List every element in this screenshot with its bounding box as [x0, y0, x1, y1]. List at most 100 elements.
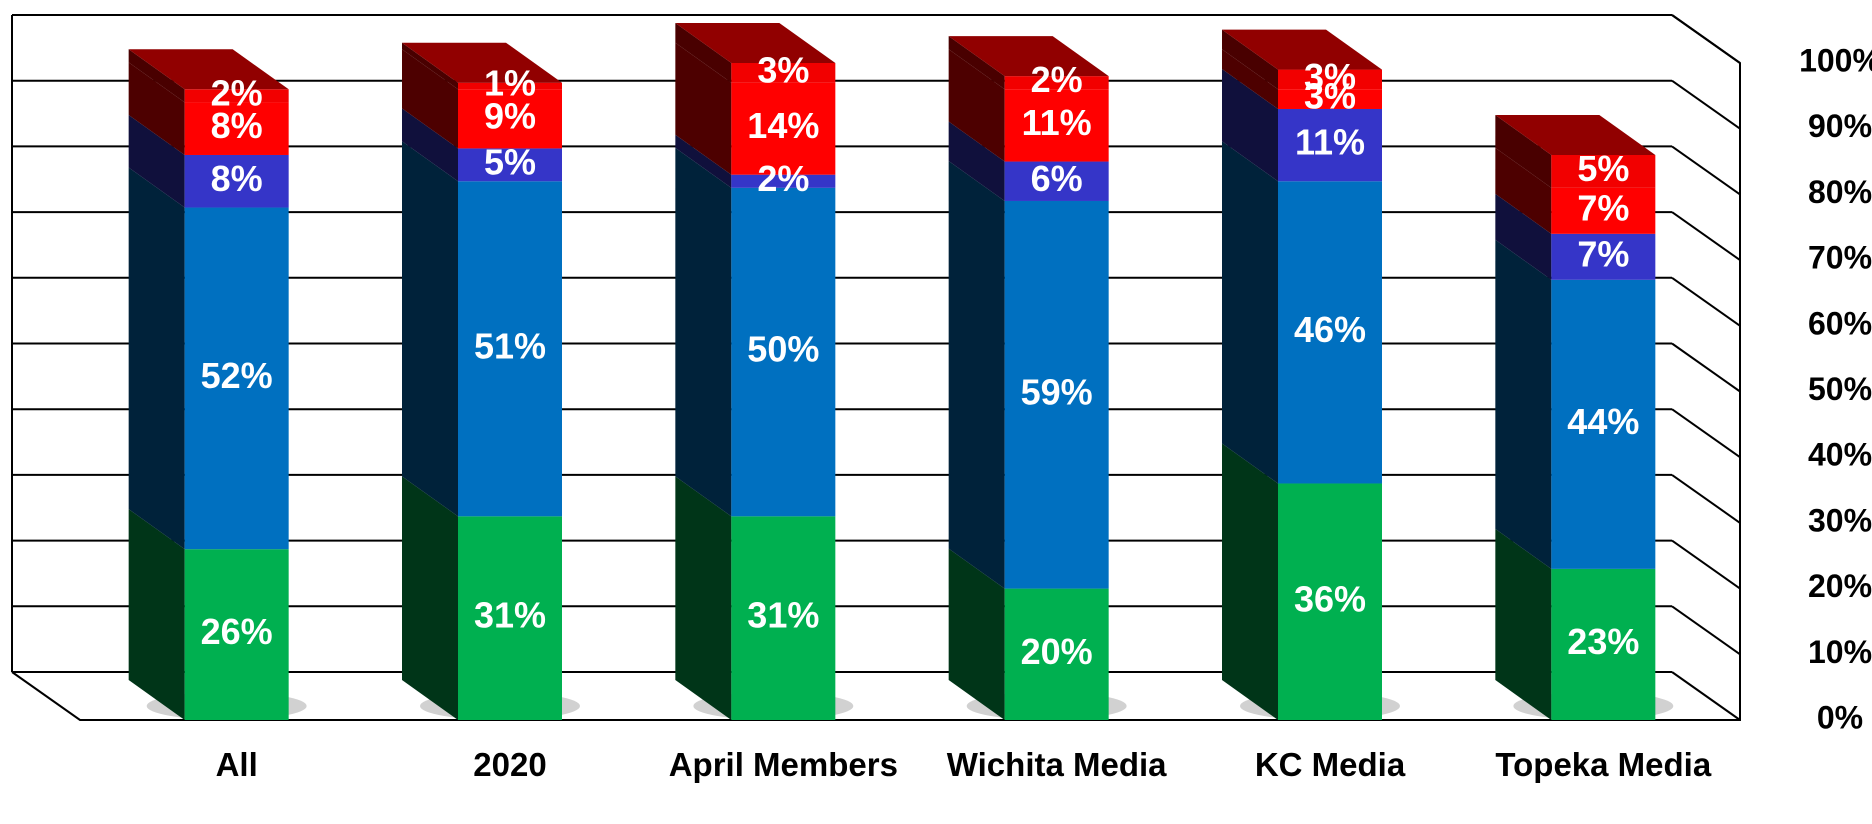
- x-label-box: April Members: [668, 746, 898, 783]
- bar-side: [675, 134, 732, 188]
- data-label: 5%: [1577, 148, 1629, 189]
- data-label: 31%: [474, 595, 546, 636]
- bar-segment: [184, 102, 289, 155]
- bar-segment: [1004, 76, 1109, 90]
- x-tick-label: Wichita Media: [946, 746, 1167, 783]
- y-tick-label: 10%: [1808, 634, 1872, 670]
- bar-side: [948, 36, 1005, 90]
- bar-side: [402, 42, 458, 90]
- data-label: 52%: [201, 355, 273, 396]
- data-label: 3%: [757, 49, 809, 90]
- bar-side: [948, 548, 1005, 720]
- data-label: 26%: [201, 611, 273, 652]
- bar-side: [128, 509, 185, 720]
- bar-side: [1222, 68, 1278, 182]
- data-label: 9%: [484, 95, 536, 136]
- bar-segment: [458, 89, 562, 149]
- bar-side: [402, 49, 458, 149]
- y-tick-label: 90%: [1808, 108, 1872, 144]
- bar-side: [1495, 193, 1552, 280]
- bar-side: [675, 23, 732, 83]
- grid-line-side: [1671, 145, 1741, 196]
- bar-side: [675, 147, 732, 517]
- bar-segment: [458, 516, 562, 720]
- bar-side: [1495, 147, 1552, 234]
- data-label: 2%: [1031, 59, 1083, 100]
- grid-line-side: [1671, 605, 1741, 656]
- bar-segment: [1551, 154, 1656, 188]
- x-label-box: Topeka Media: [1495, 746, 1712, 783]
- data-label: 20%: [1021, 631, 1093, 672]
- bar-segment: [1278, 69, 1382, 90]
- bar-segment: [1004, 89, 1109, 162]
- y-tick-label: 50%: [1808, 371, 1872, 407]
- x-tick-label: April Members: [668, 746, 898, 783]
- grid-line-side: [1671, 276, 1741, 327]
- bar-side: [948, 121, 1005, 201]
- bar-top: [1495, 114, 1656, 155]
- bar-segment: [731, 187, 836, 517]
- data-label: 11%: [1022, 102, 1092, 143]
- x-label-box: KC Media: [1254, 746, 1406, 783]
- x-tick-label: 2020: [473, 746, 547, 783]
- data-label: 23%: [1567, 621, 1639, 662]
- bar-side: [128, 49, 185, 103]
- bar-side: [128, 114, 185, 208]
- data-label: 2%: [211, 72, 263, 113]
- data-label: 7%: [1577, 233, 1629, 274]
- y-tick-label: 100%: [1799, 42, 1872, 78]
- data-label: 36%: [1294, 578, 1366, 619]
- bar-side: [402, 108, 458, 182]
- bar-segment: [458, 148, 562, 182]
- y-tick-label: 70%: [1808, 240, 1872, 276]
- x-tick-label: KC Media: [1254, 746, 1406, 783]
- grid-line-side: [1671, 14, 1741, 64]
- bar-side: [1495, 528, 1552, 720]
- data-label: 46%: [1294, 309, 1366, 350]
- data-label: 59%: [1021, 371, 1093, 412]
- bar-segment: [1278, 108, 1382, 182]
- bar-segment: [1551, 233, 1656, 280]
- data-label: 8%: [211, 158, 263, 199]
- y-tick-label: 40%: [1808, 437, 1872, 473]
- bar-top: [675, 23, 836, 63]
- y-tick-label: 30%: [1808, 502, 1872, 538]
- bar-side: [128, 62, 185, 155]
- bar-side: [1495, 114, 1552, 188]
- grid-line-side: [1671, 408, 1741, 459]
- bar-segment: [458, 181, 562, 517]
- data-label: 3%: [1304, 56, 1356, 97]
- bar-segment: [458, 82, 562, 90]
- data-label: 3%: [1304, 76, 1356, 117]
- data-label: 2%: [757, 158, 809, 199]
- data-label: 5%: [484, 141, 536, 182]
- bar-segment: [184, 154, 289, 208]
- bar-segment: [1278, 483, 1382, 720]
- grid-line-side: [1671, 342, 1741, 393]
- bar-side: [675, 42, 732, 175]
- data-label: 44%: [1567, 401, 1639, 442]
- bar-segment: [1004, 161, 1109, 201]
- bar-segment: [184, 89, 289, 103]
- x-tick-label: All: [215, 746, 258, 783]
- bar-segment: [1278, 181, 1382, 484]
- y-tick-label: 80%: [1808, 174, 1872, 210]
- data-label: 8%: [211, 105, 263, 146]
- grid-line-side: [1671, 539, 1741, 590]
- bar-side: [1222, 443, 1278, 720]
- data-label: 31%: [747, 595, 819, 636]
- bar-side: [128, 167, 185, 550]
- bar-top: [128, 49, 289, 90]
- data-label: 51%: [474, 325, 546, 366]
- y-tick-label: 0%: [1817, 699, 1863, 735]
- bar-side: [1222, 29, 1278, 90]
- bar-side: [1495, 239, 1552, 569]
- bar-segment: [731, 63, 836, 83]
- bar-side: [402, 476, 458, 720]
- x-tick-label: Topeka Media: [1495, 746, 1712, 783]
- bar-top: [948, 36, 1109, 77]
- bar-segment: [1551, 279, 1656, 569]
- data-label: 6%: [1031, 158, 1083, 199]
- grid-line-side: [1671, 474, 1741, 524]
